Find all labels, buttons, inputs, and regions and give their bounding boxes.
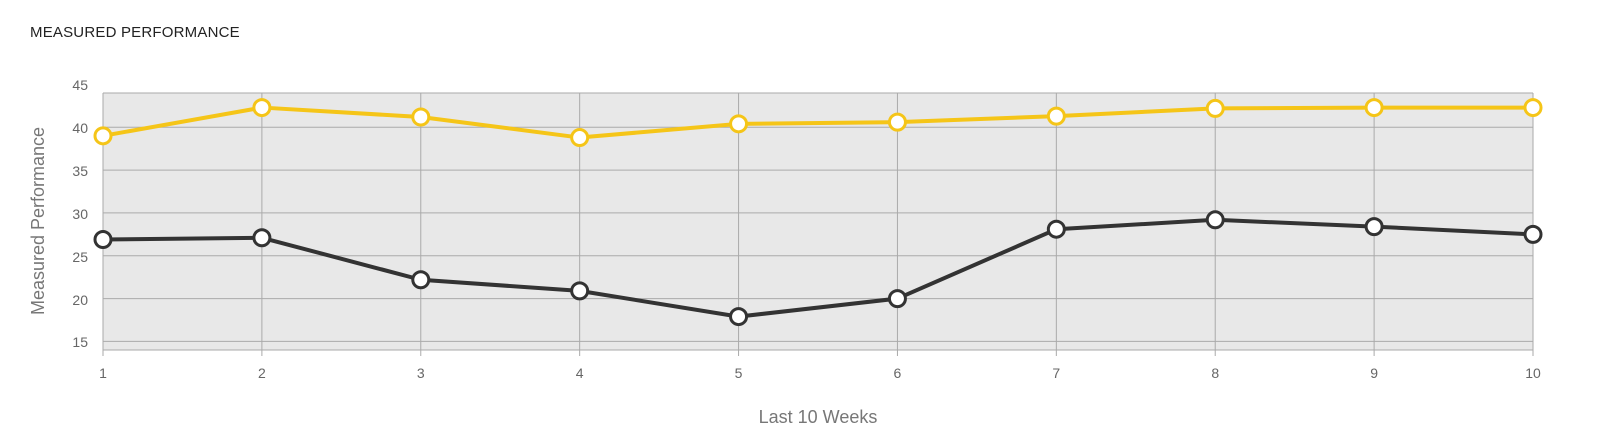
series-layer	[93, 98, 1543, 327]
x-tick-label: 2	[258, 365, 266, 381]
data-point	[570, 128, 590, 148]
series-line	[102, 105, 1533, 140]
data-point	[729, 307, 749, 327]
chart-title: MEASURED PERFORMANCE	[30, 24, 240, 41]
x-tick-label: 3	[417, 365, 425, 381]
y-tick-label: 20	[72, 292, 88, 308]
data-point	[93, 229, 113, 249]
y-tick-label: 35	[72, 163, 88, 179]
x-tick-label: 9	[1370, 365, 1378, 381]
data-point	[1205, 98, 1225, 118]
x-tick-label: 5	[735, 365, 743, 381]
x-axis-label: Last 10 Weeks	[759, 407, 878, 427]
data-point	[1364, 217, 1384, 237]
data-point	[1046, 106, 1066, 126]
y-tick-label: 25	[72, 249, 88, 265]
data-point	[252, 228, 272, 248]
data-point	[887, 112, 907, 132]
y-tick-label: 45	[72, 77, 88, 93]
x-tick-labels: 1 2 3 4 5 6 7 8 9 10	[99, 365, 1541, 381]
y-tick-label: 15	[72, 334, 88, 350]
data-point	[93, 126, 113, 146]
data-point	[252, 98, 272, 118]
x-tick-label: 8	[1211, 365, 1219, 381]
x-tick-label: 10	[1525, 365, 1541, 381]
data-point	[570, 281, 590, 301]
data-point	[1364, 98, 1384, 118]
x-tick-label: 7	[1052, 365, 1060, 381]
x-tick-label: 1	[99, 365, 107, 381]
x-tick-label: 4	[576, 365, 584, 381]
y-axis-label: Measured Performance	[28, 127, 48, 315]
data-point	[1523, 98, 1543, 118]
data-point	[1046, 219, 1066, 239]
y-tick-labels: 15 20 25 30 35 40 45	[72, 77, 88, 350]
data-point	[887, 289, 907, 309]
x-tick-label: 6	[894, 365, 902, 381]
y-tick-label: 40	[72, 120, 88, 136]
data-point	[729, 114, 749, 134]
data-point	[411, 107, 431, 127]
data-point	[411, 270, 431, 290]
series-line	[102, 217, 1534, 319]
plot-background	[103, 93, 1533, 350]
y-tick-label: 30	[72, 206, 88, 222]
data-point	[1523, 224, 1543, 244]
data-point	[1205, 210, 1225, 230]
